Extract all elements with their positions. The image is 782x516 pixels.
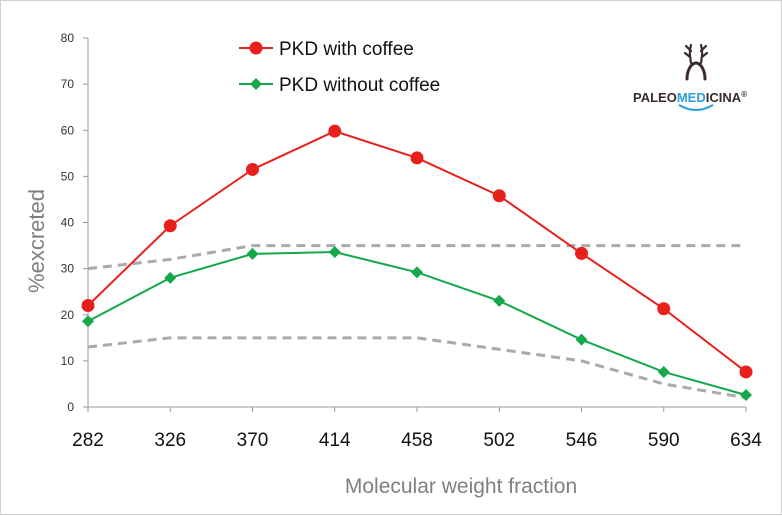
paleomedicina-logo: PALEOMEDICINA® — [633, 43, 747, 111]
logo-text-part2: MED — [677, 90, 706, 105]
legend-swatch-marker — [250, 78, 262, 90]
reference-band-line-2 — [87, 336, 747, 400]
x-tick-label: 458 — [401, 430, 433, 451]
logo-text-part3: ICINA — [706, 90, 742, 105]
y-tick-label: 10 — [61, 354, 75, 368]
logo-text: PALEOMEDICINA® — [633, 90, 747, 105]
x-tick-label: 590 — [648, 430, 680, 451]
logo-arc — [678, 104, 714, 111]
data-point — [246, 162, 259, 176]
series-line — [87, 130, 747, 373]
legend-swatch-marker — [249, 41, 263, 55]
x-tick-labels: 282 326 370 414 458 502 546 590 634 — [72, 407, 762, 451]
series-1 — [81, 124, 753, 379]
data-point — [246, 247, 259, 260]
logo-registered-mark: ® — [741, 90, 747, 99]
x-tick-label: 370 — [237, 430, 269, 451]
data-point — [492, 189, 506, 203]
y-tick-label: 40 — [61, 216, 75, 230]
legend-label: PKD without coffee — [279, 75, 440, 96]
reference-band-line-1 — [87, 244, 746, 271]
data-point — [657, 302, 671, 316]
data-point — [575, 333, 588, 346]
reference-bands — [87, 244, 747, 400]
x-tick-label: 282 — [72, 430, 104, 451]
data-point — [328, 246, 341, 259]
x-tick-label: 326 — [154, 430, 186, 451]
y-tick-label: 80 — [61, 31, 75, 45]
y-tick-label: 50 — [61, 169, 75, 183]
data-point — [82, 315, 94, 328]
y-tick-label: 20 — [61, 308, 75, 322]
data-point — [493, 294, 506, 307]
x-tick-label: 546 — [566, 430, 598, 451]
x-axis-title: Molecular weight fraction — [345, 475, 577, 498]
legend-item-with-coffee: PKD with coffee — [239, 39, 414, 60]
x-tick-label: 502 — [483, 430, 515, 451]
y-axis-title: %excreted — [24, 189, 49, 293]
legend-label: PKD with coffee — [279, 39, 414, 60]
y-tick-label: 30 — [61, 262, 75, 276]
legend: PKD with coffee PKD without coffee — [239, 39, 440, 96]
y-tick-labels: 0 10 20 30 40 50 60 70 80 — [61, 31, 88, 414]
data-point — [657, 365, 670, 378]
data-point — [410, 151, 424, 165]
legend-item-without-coffee: PKD without coffee — [239, 75, 440, 96]
data-point — [163, 219, 177, 233]
y-tick-label: 60 — [61, 123, 75, 137]
data-point — [164, 271, 177, 284]
series-2 — [82, 246, 752, 402]
y-tick-label: 70 — [61, 77, 75, 91]
data-point — [575, 246, 588, 260]
data-point — [328, 124, 342, 138]
data-point — [81, 299, 95, 313]
data-point — [740, 389, 752, 402]
data-series — [81, 124, 753, 402]
x-tick-label: 414 — [319, 430, 351, 451]
deer-antler-icon — [683, 43, 709, 81]
x-tick-label: 634 — [730, 430, 762, 451]
y-tick-label: 0 — [67, 400, 74, 414]
data-point — [739, 365, 753, 379]
logo-text-part1: PALEO — [633, 90, 677, 105]
data-point — [411, 266, 423, 279]
